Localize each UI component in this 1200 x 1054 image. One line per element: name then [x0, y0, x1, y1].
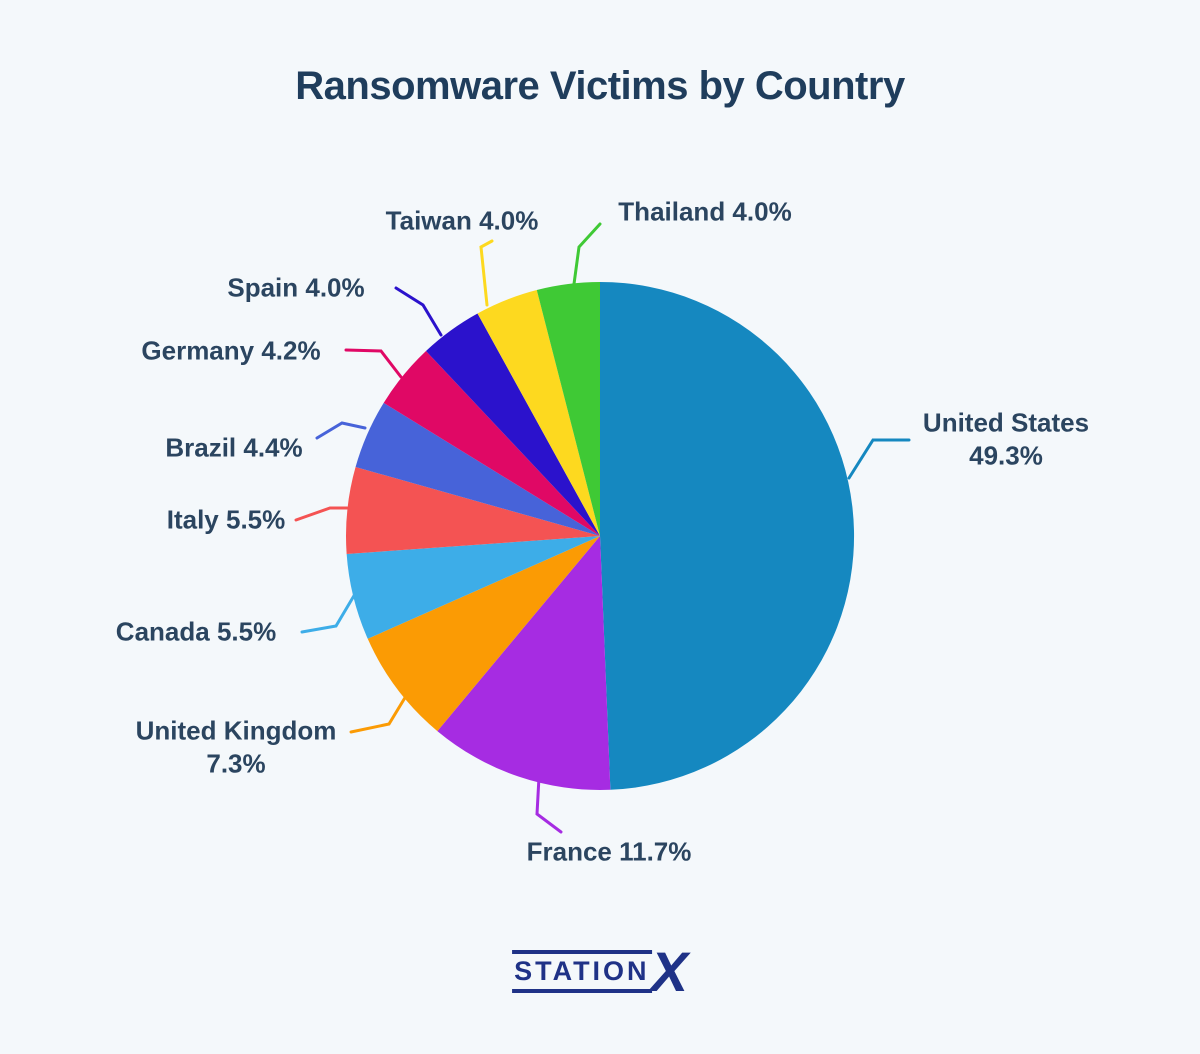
pie-slice-italy: [346, 466, 600, 554]
pie-slice-united-states: [600, 282, 855, 790]
leader-line-thailand: [572, 222, 602, 286]
pie-slice-germany: [383, 350, 600, 536]
leader-line-spain: [394, 286, 443, 337]
slice-label-brazil: Brazil 4.4%: [165, 432, 303, 463]
pie-slice-spain: [425, 313, 600, 536]
slice-label-spain: Spain 4.0%: [227, 272, 365, 303]
slice-label-united-states: United States 49.3%: [922, 407, 1090, 471]
pie-slice-united-kingdom: [367, 536, 600, 732]
stationx-logo: STATION X: [512, 940, 688, 1003]
pie-slice-taiwan: [477, 290, 600, 536]
slice-label-taiwan: Taiwan 4.0%: [385, 205, 539, 236]
leader-line-italy: [294, 506, 349, 522]
chart-title: Ransomware Victims by Country: [295, 64, 905, 108]
leader-line-germany: [344, 348, 403, 379]
pie-slice-thailand: [536, 282, 600, 536]
leader-line-united-states: [847, 438, 911, 480]
pie-slice-france: [437, 536, 611, 791]
leader-line-united-kingdom: [349, 694, 408, 734]
leader-line-taiwan: [479, 239, 494, 307]
slice-label-france: France 11.7%: [526, 836, 692, 867]
leader-line-france: [535, 775, 563, 834]
logo-station-text: STATION: [512, 950, 652, 994]
pie-slice-canada: [346, 536, 600, 639]
logo-x-text: X: [650, 940, 688, 1003]
leader-line-canada: [300, 592, 357, 634]
slice-label-germany: Germany 4.2%: [141, 335, 321, 366]
leader-line-brazil: [315, 421, 367, 440]
slice-label-thailand: Thailand 4.0%: [618, 196, 792, 227]
pie-slice-brazil: [355, 402, 600, 536]
slice-label-united-kingdom: United Kingdom 7.3%: [135, 715, 337, 779]
slice-label-canada: Canada 5.5%: [115, 616, 277, 647]
slice-label-italy: Italy 5.5%: [166, 504, 286, 535]
